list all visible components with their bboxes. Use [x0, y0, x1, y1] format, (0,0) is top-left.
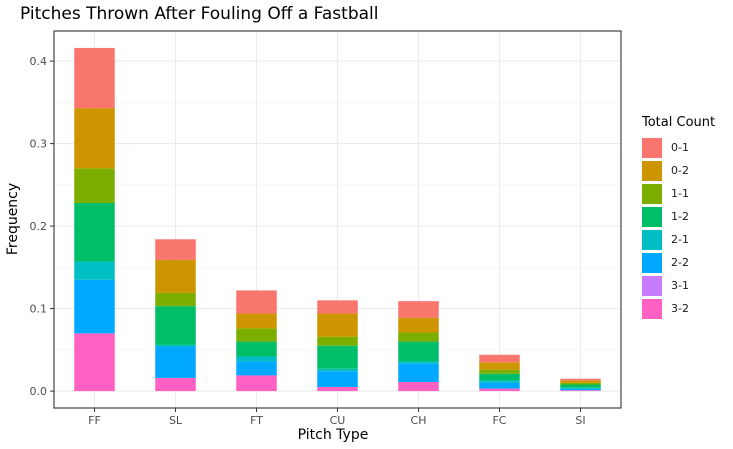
- bar-segment-CH-2-2: [398, 363, 439, 383]
- bar-segment-SL-0-2: [155, 259, 196, 293]
- bar-segment-FT-1-2: [236, 341, 277, 357]
- bar-segment-FT-0-1: [236, 290, 277, 314]
- x-tick-label-SL: SL: [169, 414, 183, 427]
- legend-item-2-1: 2-1: [642, 228, 715, 251]
- bar-segment-FT-2-2: [236, 361, 277, 376]
- bar-segment-FC-0-1: [479, 354, 520, 363]
- bar-segment-SI-0-1: [560, 378, 601, 381]
- legend-item-1-2: 1-2: [642, 205, 715, 228]
- legend-swatch: [642, 137, 662, 158]
- x-tick-label-SI: SI: [575, 414, 585, 427]
- bar-segment-FF-3-2: [74, 333, 115, 392]
- legend-label: 0-1: [671, 141, 689, 154]
- bar-segment-FT-0-2: [236, 313, 277, 329]
- bar-segment-FF-0-2: [74, 108, 115, 169]
- bar-segment-SI-0-2: [560, 380, 601, 383]
- legend-label: 2-1: [671, 233, 689, 246]
- legend-swatch: [642, 275, 662, 296]
- legend-swatch: [642, 298, 662, 319]
- legend-label: 3-1: [671, 279, 689, 292]
- bar-segment-CU-1-1: [317, 336, 358, 346]
- bar-segment-SI-2-2: [560, 388, 601, 391]
- legend-item-0-1: 0-1: [642, 136, 715, 159]
- legend-item-0-2: 0-2: [642, 159, 715, 182]
- bar-segment-FC-2-2: [479, 382, 520, 389]
- legend-swatch: [642, 206, 662, 227]
- bar-segment-CU-0-2: [317, 313, 358, 337]
- legend-items: 0-1 0-2 1-1 1-2 2-1 2-2 3-1 3-2: [642, 136, 715, 320]
- legend-label: 0-2: [671, 164, 689, 177]
- bar-segment-CU-2-2: [317, 371, 358, 387]
- bar-segment-FT-3-2: [236, 375, 277, 392]
- legend-swatch: [642, 160, 662, 181]
- bar-segment-CU-1-2: [317, 345, 358, 369]
- y-tick-label: 0.4: [30, 55, 48, 68]
- bar-segment-FC-0-2: [479, 362, 520, 370]
- bar-segment-CH-2-1: [398, 361, 439, 364]
- x-tick-label-CH: CH: [411, 414, 427, 427]
- y-tick-label: 0.2: [30, 220, 48, 233]
- bar-segment-FC-2-1: [479, 380, 520, 383]
- bar-segment-SL-2-2: [155, 346, 196, 378]
- bar-segment-FF-2-1: [74, 261, 115, 280]
- bar-segment-CU-3-2: [317, 386, 358, 392]
- y-tick-label: 0.1: [30, 303, 48, 316]
- bar-segment-CH-3-2: [398, 382, 439, 392]
- bar-segment-FC-1-2: [479, 373, 520, 381]
- legend-swatch: [642, 183, 662, 204]
- y-axis-label: Frequency: [5, 183, 21, 255]
- bar-segment-SL-0-1: [155, 239, 196, 260]
- legend-item-1-1: 1-1: [642, 182, 715, 205]
- bar-segment-CH-1-2: [398, 341, 439, 362]
- legend-label: 2-2: [671, 256, 689, 269]
- bar-segment-CH-0-1: [398, 301, 439, 318]
- x-tick-label-FC: FC: [492, 414, 506, 427]
- bar-segment-SL-2-1: [155, 344, 196, 347]
- bar-segment-SI-1-1: [560, 382, 601, 385]
- legend-label: 1-1: [671, 187, 689, 200]
- legend-item-3-2: 3-2: [642, 297, 715, 320]
- axes-group: 0.0 0.1 0.2 0.3 0.4 FF SL FT CU CH FC SI: [30, 30, 622, 427]
- x-tick-label-CU: CU: [330, 414, 346, 427]
- y-tick-label: 0.3: [30, 138, 48, 151]
- bar-segment-FT-2-1: [236, 356, 277, 362]
- bar-segment-SI-2-1: [560, 387, 601, 389]
- bar-segment-SL-3-2: [155, 377, 196, 392]
- legend-label: 1-2: [671, 210, 689, 223]
- bar-segment-SI-3-2: [560, 390, 601, 392]
- bars-group: [74, 47, 601, 392]
- bar-segment-FC-1-1: [479, 369, 520, 374]
- bar-segment-FC-3-2: [479, 388, 520, 392]
- x-tick-label-FT: FT: [250, 414, 263, 427]
- legend-title: Total Count: [642, 115, 716, 130]
- bar-segment-CH-0-2: [398, 317, 439, 333]
- bar-segment-SL-1-2: [155, 306, 196, 345]
- bar-segment-CU-2-1: [317, 368, 358, 372]
- legend-item-2-2: 2-2: [642, 251, 715, 274]
- bar-segment-FF-1-2: [74, 203, 115, 262]
- legend-swatch: [642, 252, 662, 273]
- bar-segment-CH-1-1: [398, 332, 439, 342]
- bar-segment-FF-1-1: [74, 168, 115, 204]
- bar-segment-SI-1-2: [560, 384, 601, 388]
- x-axis-label: Pitch Type: [298, 427, 369, 443]
- bar-segment-FT-1-1: [236, 328, 277, 342]
- x-tick-label-FF: FF: [88, 414, 101, 427]
- bar-segment-CU-0-1: [317, 300, 358, 314]
- legend-label: 3-2: [671, 302, 689, 315]
- y-tick-label: 0.0: [30, 385, 48, 398]
- bar-segment-SL-1-1: [155, 292, 196, 307]
- legend-swatch: [642, 229, 662, 250]
- bar-segment-FF-2-2: [74, 279, 115, 334]
- legend-item-3-1: 3-1: [642, 274, 715, 297]
- bar-segment-FF-0-1: [74, 47, 115, 109]
- chart-title: Pitches Thrown After Fouling Off a Fastb…: [20, 4, 379, 24]
- legend: Total Count 0-1 0-2 1-1 1-2 2-1 2-2 3-1 3-2: [642, 115, 715, 320]
